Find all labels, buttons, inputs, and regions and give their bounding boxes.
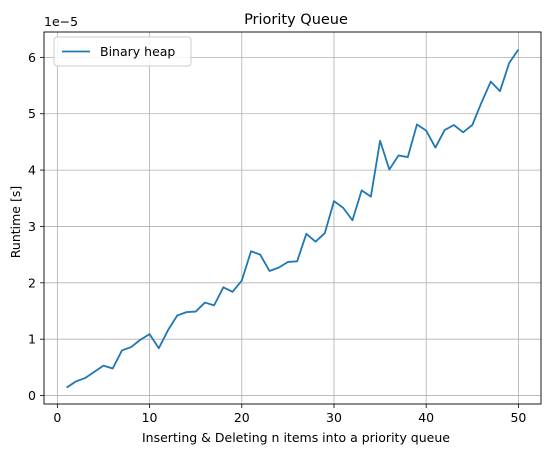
legend-label: Binary heap (100, 44, 175, 59)
x-tick-label: 0 (53, 410, 61, 425)
x-tick-label: 20 (234, 410, 250, 425)
gridlines (44, 32, 541, 404)
y-tick-label: 0 (28, 388, 36, 403)
y-axis-ticks: 0 1 2 3 4 5 6 (28, 50, 44, 403)
y-offset-label: 1e−5 (44, 14, 78, 29)
x-tick-label: 40 (418, 410, 434, 425)
x-tick-label: 50 (510, 410, 526, 425)
x-tick-label: 30 (326, 410, 342, 425)
y-tick-label: 3 (28, 219, 36, 234)
y-tick-label: 4 (28, 163, 36, 178)
legend: Binary heap (53, 36, 192, 67)
y-tick-label: 2 (28, 275, 36, 290)
x-tick-label: 10 (142, 410, 158, 425)
chart-title: Priority Queue (244, 12, 348, 28)
y-axis-label: Runtime [s] (8, 186, 23, 258)
series-layer (66, 48, 520, 389)
y-tick-label: 5 (28, 106, 36, 121)
x-axis-ticks: 0 10 20 30 40 50 (53, 404, 526, 425)
y-tick-label: 1 (28, 332, 36, 347)
series-line (66, 48, 520, 389)
plot-frame (43, 31, 542, 405)
x-axis-label: Inserting & Deleting n items into a prio… (142, 430, 450, 445)
legend-box (53, 36, 192, 67)
y-tick-label: 6 (28, 50, 36, 65)
